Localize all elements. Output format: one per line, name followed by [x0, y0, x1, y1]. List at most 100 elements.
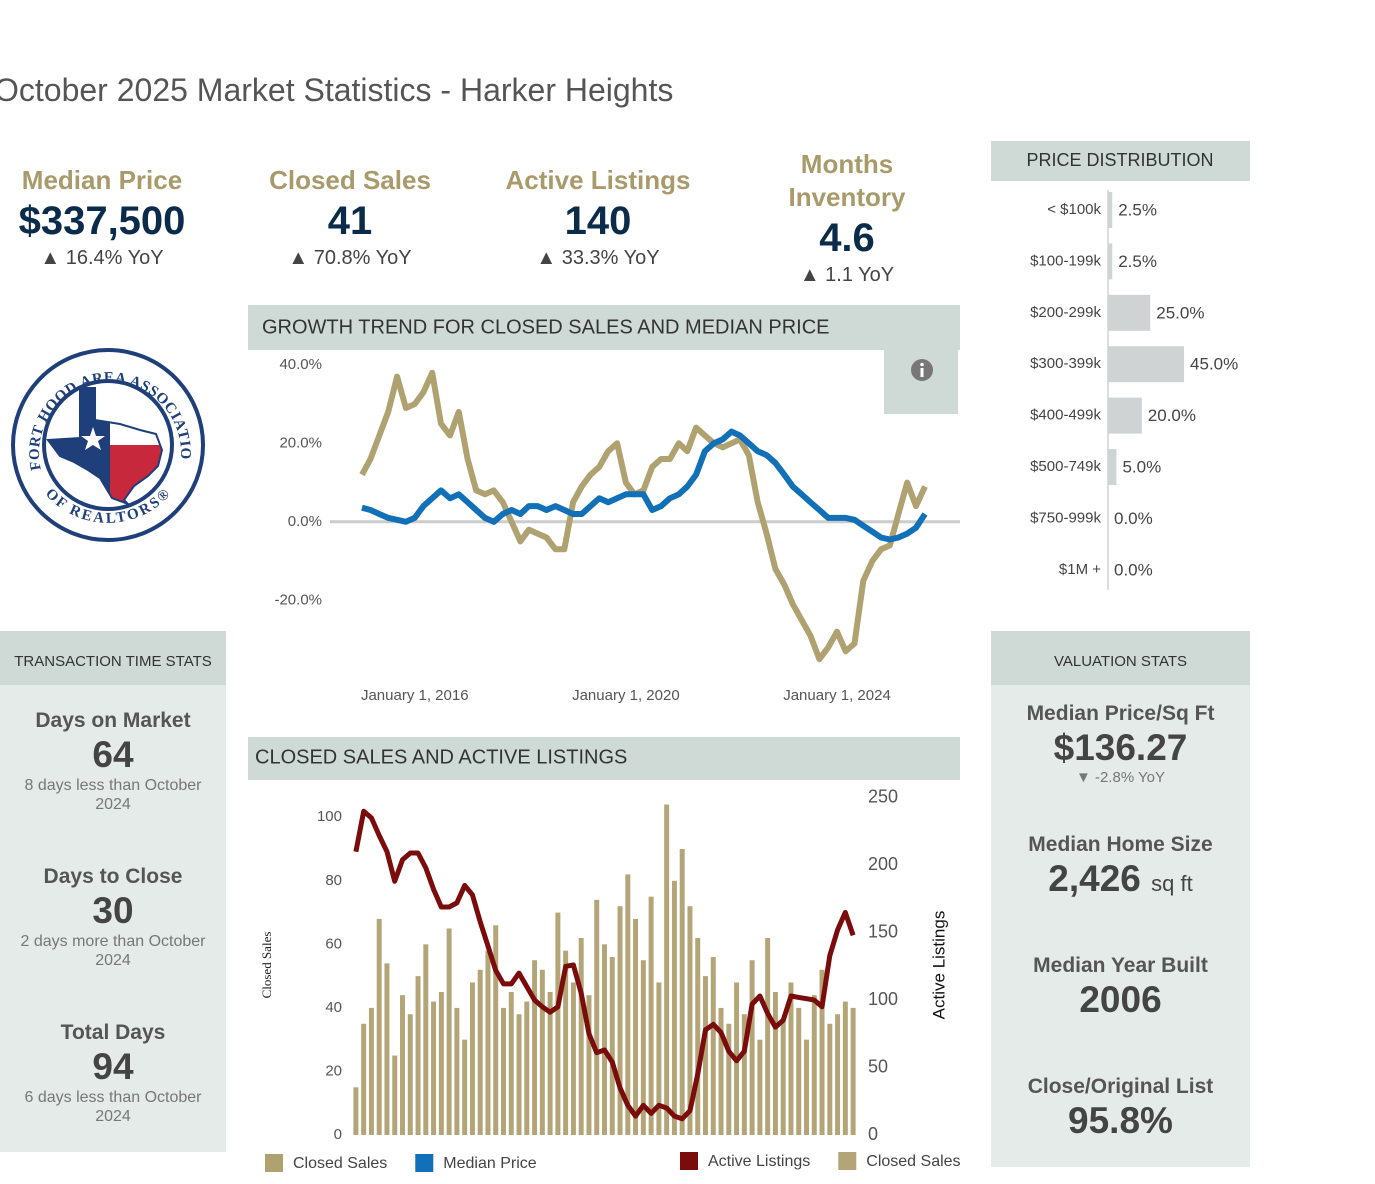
kpi-label: Active Listings: [505, 165, 691, 195]
bar: [710, 957, 716, 1135]
stat-value: 64: [92, 734, 134, 775]
bar: [1108, 243, 1113, 280]
stat-value: 94: [92, 1046, 134, 1087]
chart-title: PRICE DISTRIBUTION: [1026, 150, 1213, 170]
y-tick-label: 20.0%: [279, 434, 322, 451]
stat-value: 30: [92, 890, 134, 931]
bar: [640, 960, 646, 1135]
stat-value: $136.27: [1053, 727, 1188, 768]
bar: [726, 1023, 732, 1135]
y2-tick-label: 100: [868, 989, 898, 1009]
y-axis-title: Closed Sales: [259, 932, 274, 999]
category-label: $300-399k: [1030, 355, 1101, 372]
stat-note: 6 days less than October 2024: [24, 1089, 202, 1125]
value-label: 2.5%: [1118, 200, 1157, 219]
bar: [516, 1014, 522, 1135]
kpi-value: 4.6: [819, 216, 875, 260]
kpi-value: $337,500: [18, 199, 186, 243]
stat-label: Days to Close: [43, 865, 183, 888]
bar: [594, 899, 600, 1135]
stat: Days to Close 30 2 days more than Octobe…: [0, 864, 226, 970]
legend-swatch: [680, 1152, 698, 1170]
bar: [493, 925, 499, 1135]
bar: [718, 1007, 724, 1135]
bar: [772, 992, 778, 1135]
bar: [477, 969, 483, 1135]
legend-label: Active Listings: [708, 1153, 810, 1170]
bar: [633, 918, 639, 1135]
legend-swatch: [265, 1154, 283, 1172]
bar: [757, 1039, 763, 1135]
y2-tick-label: 150: [868, 921, 898, 941]
kpi: Months Inventory 4.6 ▲ 1.1 YoY: [767, 148, 927, 288]
bar: [804, 1039, 809, 1135]
kpi: Closed Sales 41 ▲ 70.8% YoY: [230, 164, 470, 271]
bar: [664, 804, 670, 1135]
combo-title-bar: [248, 737, 960, 780]
bar: [469, 982, 475, 1135]
valuation-panel: VALUATION STATS Median Price/Sq Ft $136.…: [991, 631, 1250, 1167]
value-label: 25.0%: [1156, 303, 1204, 322]
bar: [780, 1020, 786, 1135]
bar: [539, 969, 545, 1135]
y2-tick-label: 200: [868, 854, 898, 874]
bar: [819, 969, 825, 1135]
stat-label: Median Home Size: [1028, 833, 1213, 856]
kpi-change: ▲ 70.8% YoY: [288, 247, 412, 269]
bar: [376, 918, 382, 1135]
price-distribution-header: [991, 141, 1250, 181]
transaction-panel: TRANSACTION TIME STATS Days on Market 64…: [0, 631, 226, 1152]
value-label: 0.0%: [1114, 509, 1153, 528]
bar: [656, 982, 662, 1135]
kpi-label: Median Price: [21, 165, 183, 195]
value-label: 45.0%: [1190, 355, 1238, 374]
y-tick-label: 40.0%: [279, 356, 322, 373]
stat: Median Home Size 2,426 sq ft: [991, 832, 1250, 905]
bar: [392, 1055, 398, 1135]
bar: [532, 960, 538, 1135]
y-tick-label: 80: [325, 872, 342, 889]
stat: Days on Market 64 8 days less than Octob…: [0, 708, 226, 814]
bar: [765, 937, 771, 1135]
bar: [368, 1007, 374, 1135]
growth-title-bar: [248, 305, 960, 350]
bar: [1108, 397, 1142, 434]
kpi-change: ▲ 16.4% YoY: [40, 247, 164, 269]
legend-label: Closed Sales: [866, 1153, 960, 1170]
legend-label: Closed Sales: [293, 1155, 387, 1172]
bar: [555, 912, 561, 1135]
value-label: 2.5%: [1118, 252, 1157, 271]
bar: [602, 944, 607, 1135]
bar: [835, 1014, 841, 1135]
y-tick-label: 60: [325, 935, 342, 952]
x-tick-label: January 1, 2016: [361, 687, 469, 704]
line-series: [361, 428, 928, 543]
bar: [695, 937, 701, 1135]
stat-label: Close/Original List: [1027, 1075, 1214, 1098]
kpi-value: 41: [327, 199, 373, 243]
chart-title: CLOSED SALES AND ACTIVE LISTINGS: [255, 746, 627, 768]
bar: [586, 995, 592, 1135]
line-series: [353, 808, 856, 1122]
bar: [508, 992, 514, 1135]
bar: [842, 1001, 848, 1135]
y-tick-label: 40: [325, 999, 342, 1016]
bar: [625, 874, 631, 1135]
stat: Total Days 94 6 days less than October 2…: [0, 1020, 226, 1126]
bar: [617, 906, 623, 1135]
bar: [563, 950, 569, 1135]
stat-unit: sq ft: [1151, 871, 1193, 896]
stat-value: 2006: [1079, 979, 1162, 1020]
stat-label: Days on Market: [35, 709, 191, 732]
bar: [1108, 192, 1113, 228]
bar: [749, 960, 755, 1135]
bar: [796, 1007, 802, 1135]
y-tick-label: 100: [317, 808, 342, 825]
bar: [400, 995, 405, 1135]
y2-tick-label: 0: [868, 1124, 878, 1144]
bar: [609, 957, 615, 1135]
stat-change: ▼ -2.8% YoY: [1075, 769, 1166, 786]
panel-title: VALUATION STATS: [991, 631, 1250, 685]
bar: [788, 982, 794, 1135]
